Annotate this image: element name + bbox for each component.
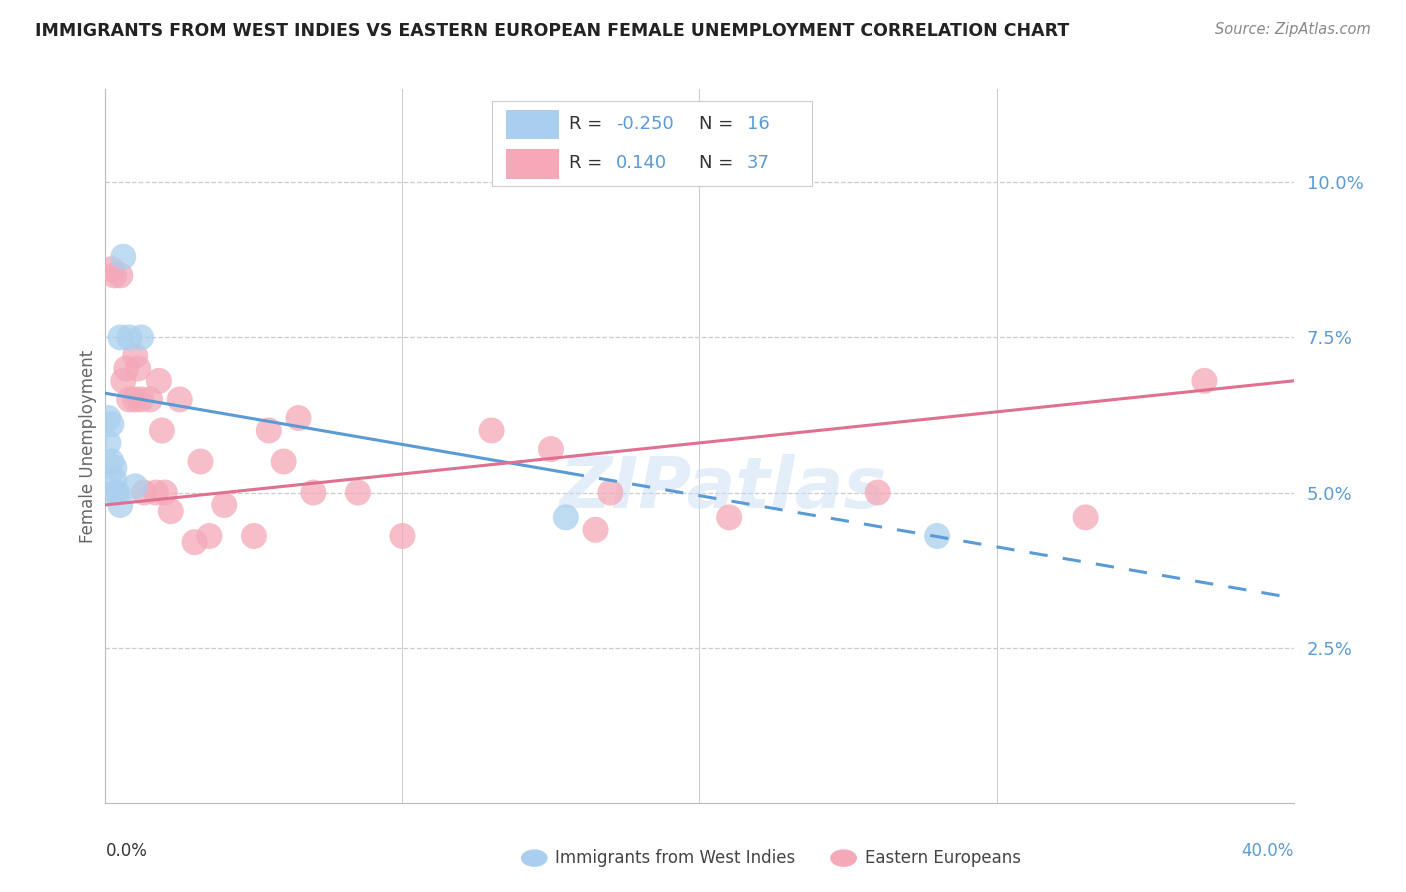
Text: ZIPatlas: ZIPatlas	[560, 454, 887, 524]
Bar	[506, 110, 560, 139]
Point	[110, 498, 132, 512]
Point	[554, 510, 576, 524]
Point	[540, 442, 562, 456]
Point	[927, 529, 949, 543]
Point	[124, 349, 146, 363]
Text: N =: N =	[700, 115, 740, 133]
Point	[169, 392, 191, 407]
Point	[103, 485, 125, 500]
Point	[481, 424, 503, 438]
Point	[1074, 510, 1097, 524]
Point	[132, 485, 155, 500]
Point	[105, 485, 128, 500]
Point	[112, 374, 135, 388]
Point	[124, 479, 146, 493]
Point	[150, 424, 173, 438]
Text: 16: 16	[747, 115, 769, 133]
Text: 37: 37	[747, 153, 770, 172]
Point	[100, 262, 122, 277]
Y-axis label: Female Unemployment: Female Unemployment	[79, 350, 97, 542]
Text: 0.0%: 0.0%	[105, 842, 148, 860]
Text: 40.0%: 40.0%	[1241, 842, 1294, 860]
Point	[100, 454, 122, 468]
Point	[103, 460, 125, 475]
Point	[153, 485, 176, 500]
Point	[198, 529, 221, 543]
Text: R =: R =	[569, 153, 607, 172]
Point	[866, 485, 889, 500]
Point	[127, 361, 149, 376]
Bar	[506, 149, 560, 178]
Point	[124, 392, 146, 407]
Point	[129, 330, 152, 344]
Point	[183, 535, 205, 549]
Point	[1194, 374, 1216, 388]
Point	[110, 268, 132, 283]
Point	[302, 485, 325, 500]
Point	[118, 392, 141, 407]
Point	[97, 436, 120, 450]
Text: R =: R =	[569, 115, 607, 133]
Point	[118, 330, 141, 344]
Point	[112, 250, 135, 264]
Point	[148, 374, 170, 388]
Text: -0.250: -0.250	[616, 115, 673, 133]
Point	[718, 510, 741, 524]
Point	[190, 454, 212, 468]
Point	[145, 485, 167, 500]
Point	[243, 529, 266, 543]
Text: 0.140: 0.140	[616, 153, 668, 172]
Point	[110, 330, 132, 344]
Point	[115, 361, 138, 376]
Text: Eastern Europeans: Eastern Europeans	[865, 849, 1021, 867]
Point	[257, 424, 280, 438]
Point	[347, 485, 370, 500]
Point	[214, 498, 236, 512]
Point	[273, 454, 295, 468]
Point	[103, 268, 125, 283]
Point	[159, 504, 181, 518]
Point	[287, 411, 309, 425]
Point	[585, 523, 607, 537]
Point	[139, 392, 162, 407]
Text: IMMIGRANTS FROM WEST INDIES VS EASTERN EUROPEAN FEMALE UNEMPLOYMENT CORRELATION : IMMIGRANTS FROM WEST INDIES VS EASTERN E…	[35, 22, 1070, 40]
Point	[599, 485, 621, 500]
Point	[100, 417, 122, 432]
Point	[129, 392, 152, 407]
FancyBboxPatch shape	[492, 102, 813, 186]
Point	[97, 411, 120, 425]
Text: Immigrants from West Indies: Immigrants from West Indies	[555, 849, 796, 867]
Point	[103, 473, 125, 487]
Point	[391, 529, 413, 543]
Text: Source: ZipAtlas.com: Source: ZipAtlas.com	[1215, 22, 1371, 37]
Text: N =: N =	[700, 153, 740, 172]
